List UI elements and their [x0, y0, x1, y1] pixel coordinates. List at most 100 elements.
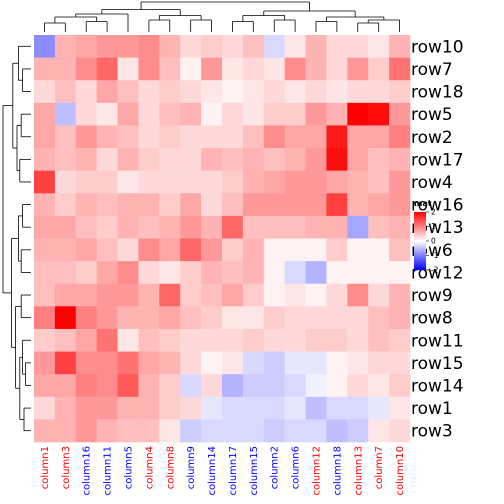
column-label: column14 — [207, 446, 218, 496]
heatmap-cell — [138, 57, 160, 81]
heatmap-cell — [326, 125, 348, 149]
row-label: row10 — [411, 37, 464, 57]
heatmap-cell — [222, 283, 244, 307]
heatmap-cell — [180, 374, 202, 398]
heatmap-cell — [201, 80, 223, 104]
heatmap-cell — [96, 306, 118, 330]
heatmap-cell — [368, 193, 390, 217]
heatmap-cell — [180, 238, 202, 262]
heatmap-cell — [222, 102, 244, 126]
heatmap-cell — [54, 35, 77, 58]
heatmap-cell — [263, 283, 285, 307]
heatmap-cell — [180, 283, 202, 307]
heatmap-cell — [117, 419, 139, 443]
heatmap-cell — [117, 351, 139, 375]
heatmap-cell — [117, 215, 139, 239]
heatmap-cell — [117, 374, 139, 398]
heatmap-cell — [389, 215, 411, 239]
heatmap-cell — [201, 57, 223, 81]
heatmap-cell — [117, 328, 139, 352]
column-dendrogram — [44, 1, 400, 32]
heatmap-cell — [368, 148, 390, 171]
heatmap-cell — [159, 125, 181, 149]
heatmap-cell — [34, 261, 56, 285]
heatmap-cell — [117, 283, 139, 307]
heatmap-cell — [389, 261, 411, 285]
heatmap-cell — [96, 102, 118, 126]
heatmap-cell — [96, 374, 118, 398]
heatmap-cell — [222, 238, 244, 262]
heatmap-cell — [96, 148, 118, 171]
heatmap-cell — [96, 351, 118, 375]
heatmap-cell — [96, 328, 118, 352]
heatmap-cell — [138, 328, 160, 352]
heatmap-cell — [305, 351, 327, 375]
heatmap-cell — [284, 261, 306, 285]
heatmap-cell — [242, 170, 265, 194]
heatmap-cell — [54, 328, 77, 352]
heatmap-cell — [96, 396, 118, 420]
row-label: row11 — [411, 331, 464, 351]
heatmap-cell — [389, 283, 411, 307]
heatmap-cell — [201, 261, 223, 285]
heatmap-cell — [138, 419, 160, 443]
heatmap-cell — [242, 374, 265, 398]
heatmap-cell — [201, 328, 223, 352]
heatmap-cell — [138, 193, 160, 217]
heatmap-cell — [284, 419, 306, 443]
heatmap-cell — [284, 374, 306, 398]
color-legend: mat 2 1 0 -1 -2 — [414, 199, 439, 275]
heatmap-cell — [201, 35, 223, 58]
heatmap-cell — [54, 351, 77, 375]
heatmap-cell — [347, 80, 369, 104]
heatmap-cell — [75, 238, 97, 262]
heatmap-cell — [54, 306, 77, 330]
heatmap-cell — [54, 396, 77, 420]
heatmap-cell — [75, 170, 97, 194]
heatmap-cell — [368, 396, 390, 420]
heatmap-cell — [96, 35, 118, 58]
heatmap-cell — [347, 35, 369, 58]
heatmap-cell — [389, 57, 411, 81]
heatmap-cell — [180, 80, 202, 104]
heatmap-cell — [138, 148, 160, 171]
heatmap-cell — [305, 57, 327, 81]
heatmap-cell — [347, 419, 369, 443]
heatmap-cell — [368, 374, 390, 398]
heatmap-cell — [263, 35, 285, 58]
heatmap-cell — [96, 57, 118, 81]
heatmap-cell — [34, 283, 56, 307]
heatmap-cell — [263, 396, 285, 420]
heatmap-cell — [326, 170, 348, 194]
heatmap-cell — [180, 148, 202, 171]
row-label: row5 — [411, 105, 453, 125]
heatmap-cell — [347, 125, 369, 149]
column-label: column11 — [103, 446, 114, 496]
heatmap-cell — [34, 328, 56, 352]
heatmap-cell — [305, 419, 327, 443]
heatmap-cell — [75, 328, 97, 352]
heatmap-body — [34, 35, 411, 443]
heatmap-cell — [180, 306, 202, 330]
heatmap-cell — [138, 238, 160, 262]
heatmap-cell — [54, 170, 77, 194]
heatmap-cell — [138, 35, 160, 58]
heatmap-cell — [138, 215, 160, 239]
heatmap-cell — [326, 283, 348, 307]
heatmap-cell — [222, 351, 244, 375]
heatmap-cell — [389, 238, 411, 262]
heatmap-cell — [75, 306, 97, 330]
row-label: row17 — [411, 150, 464, 170]
legend-tick-label: -2 — [431, 266, 439, 275]
heatmap-cell — [34, 193, 56, 217]
heatmap-cell — [389, 374, 411, 398]
heatmap-cell — [347, 148, 369, 171]
heatmap-cell — [326, 193, 348, 217]
heatmap-cell — [138, 125, 160, 149]
heatmap-cell — [117, 238, 139, 262]
heatmap-cell — [54, 57, 77, 81]
heatmap-cell — [305, 283, 327, 307]
column-label: column16 — [82, 446, 93, 496]
heatmap-cell — [180, 125, 202, 149]
heatmap-cell — [180, 57, 202, 81]
